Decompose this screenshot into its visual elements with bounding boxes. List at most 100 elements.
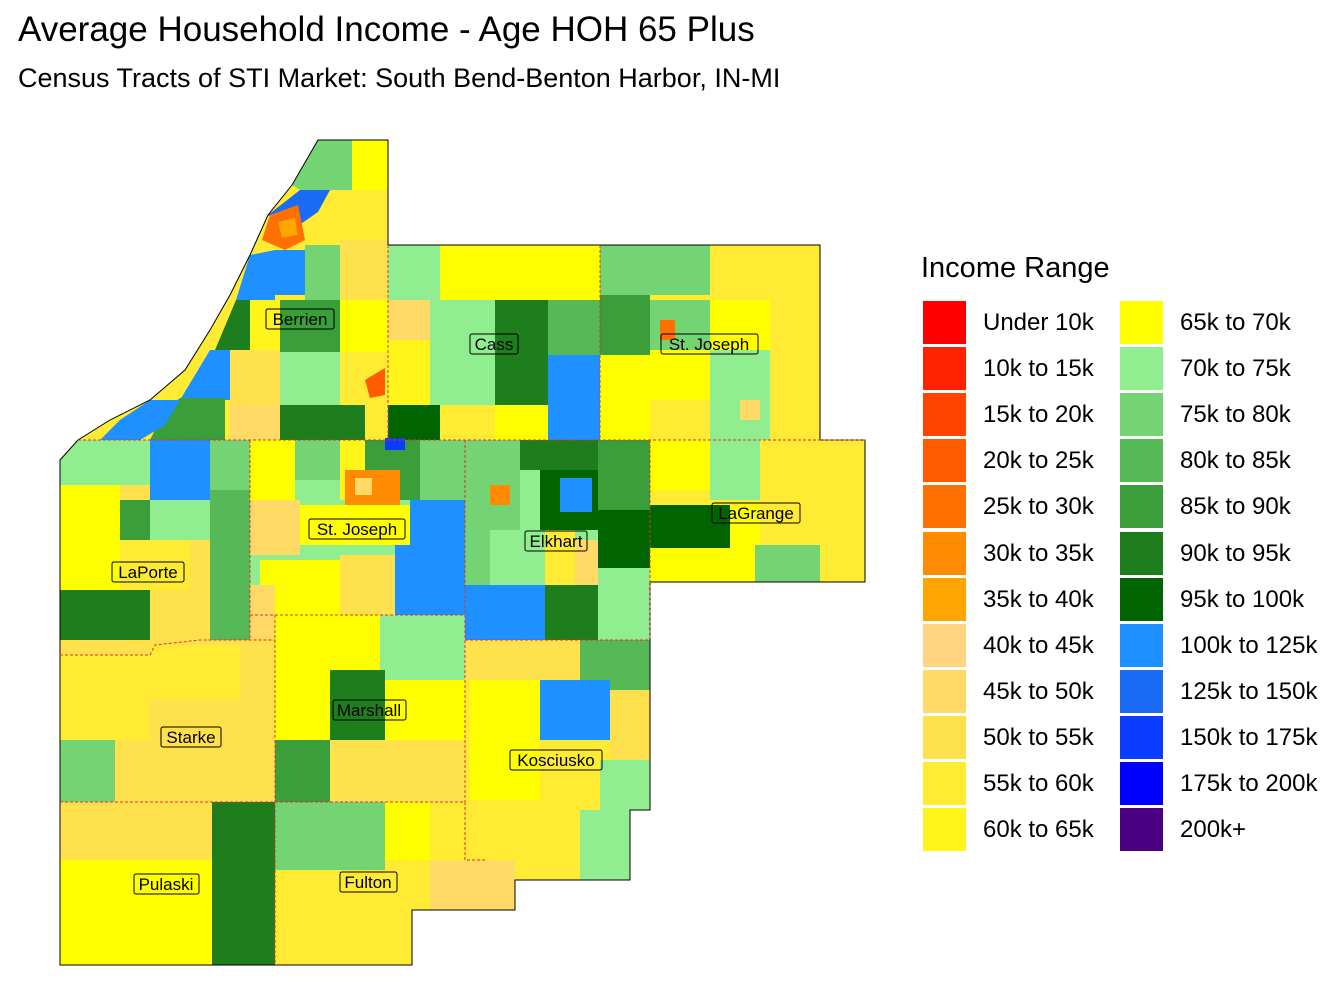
svg-text:St. Joseph: St. Joseph [317,520,397,539]
tract [580,640,650,690]
tract [292,140,352,190]
legend-label: 55k to 60k [983,770,1094,797]
legend-swatch [1120,808,1163,852]
legend-swatch [1120,439,1163,483]
svg-text:Elkhart: Elkhart [530,532,583,551]
tract [275,615,380,680]
tract [300,505,410,545]
tract [275,250,305,295]
svg-text:Berrien: Berrien [273,310,328,329]
tract [260,560,340,615]
tract [280,405,365,440]
tract [650,440,710,490]
tract [740,400,760,420]
tract [465,585,545,640]
tract [520,440,598,470]
tract [295,440,340,480]
tract [305,245,340,300]
county-label-starke: Starke [160,726,222,748]
tract [388,405,440,440]
legend-swatch [923,301,966,344]
tract [730,505,760,548]
legend-label: 50k to 55k [983,723,1094,751]
tract [250,500,300,555]
legend-label: 100k to 125k [1180,631,1318,659]
tract [660,320,675,340]
tract [770,300,820,350]
legend-swatch [1120,715,1163,759]
tract [60,590,150,655]
legend-label: 95k to 100k [1180,585,1305,613]
tract [250,300,280,350]
svg-text:Marshall: Marshall [337,701,401,720]
legend-label: 25k to 30k [983,493,1094,521]
tract [560,478,592,512]
map-subtitle: Census Tracts of STI Market: South Bend-… [18,63,781,93]
legend-label: 85k to 90k [1180,493,1291,521]
tract [710,245,820,300]
tract [275,740,330,802]
tract [150,500,210,540]
tract [540,680,610,740]
legend-swatch [1120,485,1163,529]
tract [385,438,405,450]
tract [180,350,230,400]
legend-swatch [923,577,966,621]
tract [388,340,430,405]
tract [770,350,820,440]
tract [440,245,495,300]
county-label-marshall: Marshall [332,699,407,721]
tract [60,740,115,802]
tract [330,670,385,740]
legend-swatch [923,393,966,437]
county-label-laporte: LaPorte [111,561,185,583]
tract [212,802,275,965]
tract [600,245,710,295]
legend-label: 60k to 65k [983,816,1094,844]
tract [355,478,372,495]
tract [545,585,598,640]
tract [548,300,600,355]
legend-label: 80k to 85k [1180,447,1291,475]
legend-swatch [1120,393,1163,437]
svg-text:Pulaski: Pulaski [139,875,194,894]
tract [395,545,465,615]
tract [280,300,340,352]
legend-label: 40k to 45k [983,631,1094,659]
tract [115,760,150,802]
legend-swatch [923,485,966,529]
tract [250,440,295,500]
county-labels: Berrien Cass St. Joseph LaPorte St. Jose… [111,308,801,895]
tract [600,295,650,355]
tract [60,440,150,485]
county-label-fulton: Fulton [339,871,398,893]
tract [60,530,120,590]
legend-swatch [923,669,966,713]
svg-text:LaGrange: LaGrange [718,504,794,523]
tract [150,440,210,500]
legend-label: 30k to 35k [983,539,1094,567]
tract [352,140,388,190]
svg-text:Kosciusko: Kosciusko [517,751,594,770]
county-label-lagrange: LaGrange [711,502,801,524]
tract [650,548,755,582]
tract [120,500,150,540]
tract [440,405,495,440]
tract [385,680,465,740]
tract [100,400,180,440]
tract [236,250,275,300]
tract [230,350,280,405]
tract [598,440,650,510]
svg-text:LaPorte: LaPorte [118,563,178,582]
tract [760,440,865,500]
legend-label: 20k to 25k [983,447,1094,475]
tract [495,245,600,300]
county-label-st-joseph-in: St. Joseph [308,518,406,540]
legend-label: 175k to 200k [1180,770,1318,797]
tract [410,500,465,545]
tract [420,440,465,500]
legend-label: 90k to 95k [1180,539,1291,567]
legend-label: 150k to 175k [1180,723,1318,751]
county-label-elkhart: Elkhart [524,530,588,552]
tract [800,510,865,545]
